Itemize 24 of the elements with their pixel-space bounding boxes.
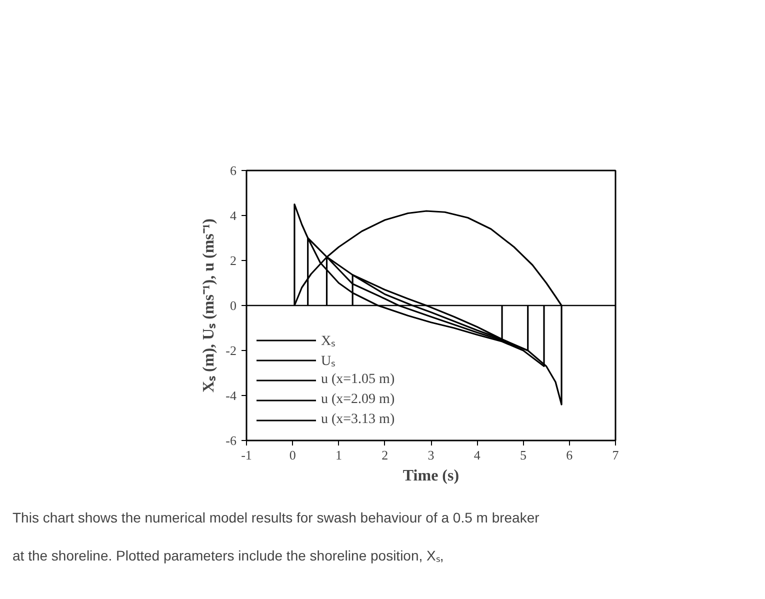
x-tick-label: 2 (382, 448, 388, 462)
x-tick-label: 6 (566, 448, 574, 462)
x-tick-label: 7 (612, 448, 620, 462)
legend-label: Xₛ (321, 333, 336, 350)
x-tick-label: 3 (428, 448, 434, 462)
y-tick-label: 6 (230, 163, 237, 178)
x-tick-label: 0 (289, 448, 296, 462)
y-tick-label: 0 (230, 298, 236, 313)
y-tick-label: -6 (226, 433, 237, 448)
y-tick-label: -2 (226, 343, 237, 358)
x-tick-label: 5 (520, 448, 526, 462)
legend-label: u (x=3.13 m) (321, 412, 395, 428)
x-axis-title: Time (s) (402, 468, 460, 484)
y-tick-label: -4 (226, 388, 237, 403)
legend-label: u (x=2.09 m) (321, 392, 395, 408)
text: This chart shows the numerical model results for swash behaviour of a 0.5 m breaker at the shoreline. Plotted parameters include the shoreline position, Xₛ, (12, 510, 540, 564)
legend-label: Uₛ (321, 353, 336, 370)
x-tick-label: -1 (241, 448, 252, 462)
x-tick-label: 1 (336, 448, 342, 462)
y-tick-label: 2 (230, 253, 236, 268)
y-tick-label: 4 (230, 208, 237, 223)
legend-label: u (x=1.05 m) (321, 372, 395, 388)
y-axis-title: Xₛ (m), Uₛ (ms⁻¹), u (ms⁻¹) (200, 218, 218, 393)
x-tick-label: 4 (474, 448, 481, 462)
